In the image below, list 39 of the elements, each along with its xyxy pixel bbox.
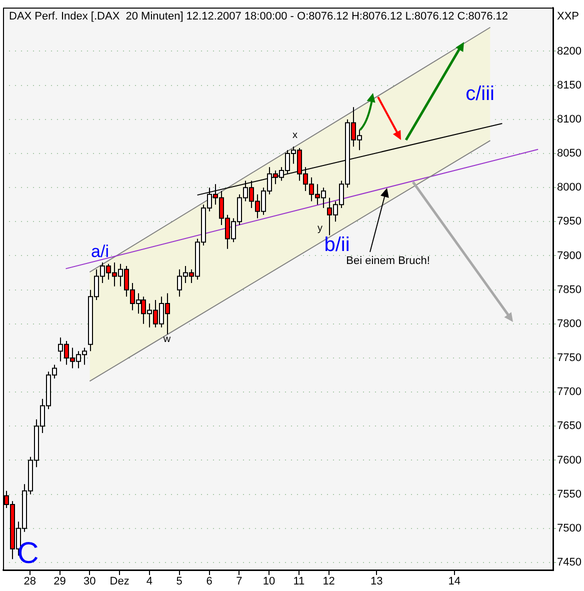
y-tick-label: 7850 bbox=[557, 284, 582, 296]
y-tick-label: 7650 bbox=[557, 420, 582, 432]
x-tick-label: 30 bbox=[84, 576, 96, 588]
annotation: b/ii bbox=[324, 234, 350, 256]
x-tick-label: Dez bbox=[110, 576, 130, 588]
y-tick-label: 8150 bbox=[557, 79, 582, 92]
y-tick-label: 7500 bbox=[557, 522, 582, 534]
annotation: c/iii bbox=[466, 83, 494, 105]
y-tick-label: 7900 bbox=[557, 250, 582, 262]
x-tick-label: 14 bbox=[448, 576, 460, 588]
annotation: w bbox=[162, 334, 172, 345]
x-tick-label: 4 bbox=[146, 576, 153, 588]
x-tick-label: 6 bbox=[206, 576, 212, 588]
y-tick-label: 8000 bbox=[557, 182, 582, 194]
y-tick-label: 7750 bbox=[557, 352, 582, 364]
x-tick-label: 5 bbox=[176, 576, 182, 588]
annotation: a/i bbox=[91, 242, 109, 261]
y-tick-label: 7950 bbox=[557, 216, 582, 228]
annotation: Bei einem Bruch! bbox=[346, 255, 430, 267]
y-tick-label: 7600 bbox=[557, 454, 582, 466]
chart-title: DAX Perf. Index [.DAX 20 Minuten] 12.12.2007 18:00:00 - O:8076.12 H:8076.12 L:8076.12 C:8076.12 bbox=[9, 10, 508, 23]
annotation: y bbox=[318, 223, 322, 234]
x-tick-label: 13 bbox=[370, 576, 383, 588]
y-tick-label: 7550 bbox=[557, 488, 582, 500]
y-axis-title: XXP bbox=[557, 10, 580, 23]
y-tick-label: 7800 bbox=[557, 318, 582, 330]
y-tick-label: 7450 bbox=[557, 556, 582, 569]
x-tick-label: 7 bbox=[236, 576, 242, 588]
y-tick-label: 8100 bbox=[557, 113, 582, 126]
x-tick-label: 10 bbox=[262, 576, 276, 588]
x-tick-label: 12 bbox=[322, 576, 335, 588]
y-tick-label: 7700 bbox=[557, 386, 582, 398]
x-tick-label: 29 bbox=[54, 576, 66, 588]
x-tick-label: 28 bbox=[24, 576, 36, 588]
y-tick-label: 8200 bbox=[557, 45, 582, 58]
annotation: C bbox=[17, 537, 39, 570]
x-tick-label: 11 bbox=[293, 576, 305, 588]
y-tick-label: 8050 bbox=[557, 148, 582, 160]
annotation: x bbox=[292, 130, 298, 141]
